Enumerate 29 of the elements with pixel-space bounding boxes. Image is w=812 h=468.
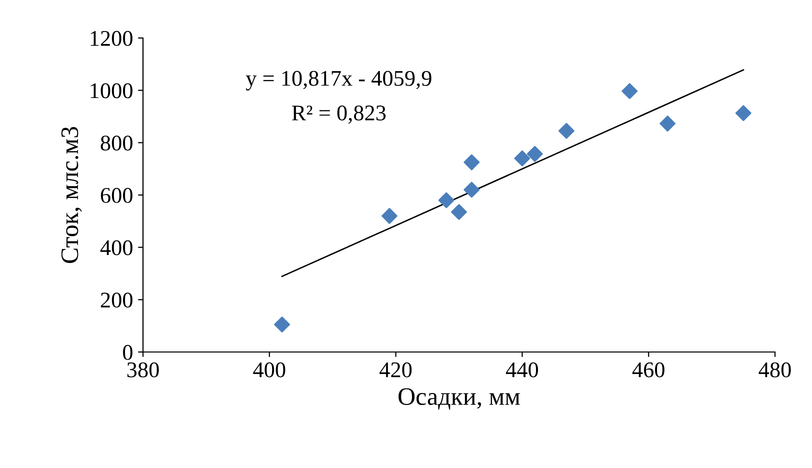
point xyxy=(464,182,480,198)
x-tick-label: 420 xyxy=(380,362,412,378)
y-axis-title: Сток, млс.м3 xyxy=(61,126,82,263)
x-tick-label: 480 xyxy=(758,362,791,378)
annotation: y = 10,817x - 4059,9 xyxy=(246,70,432,90)
y-tick-label: 1000 xyxy=(90,83,132,98)
y-tick-label: 200 xyxy=(100,292,132,308)
point xyxy=(526,146,543,162)
y-tick-label: 400 xyxy=(100,240,132,256)
point xyxy=(622,83,638,100)
y-tick-label: 1200 xyxy=(90,30,132,46)
x-tick-label: 460 xyxy=(632,362,664,378)
point xyxy=(514,150,530,166)
annotation: R² = 0,823 xyxy=(292,105,386,124)
y-tick-label: 600 xyxy=(100,188,132,203)
point xyxy=(735,105,752,122)
x-tick-label: 400 xyxy=(253,362,286,378)
x-tick-label: 440 xyxy=(506,362,538,378)
point xyxy=(274,316,290,333)
y-tick-label: 0 xyxy=(123,344,132,360)
point xyxy=(660,116,676,132)
x-axis-title: Осадки, мм xyxy=(398,388,520,410)
point xyxy=(464,154,480,170)
point xyxy=(451,204,467,220)
point xyxy=(558,122,574,139)
y-tick-label: 800 xyxy=(100,136,132,151)
x-tick-label: 380 xyxy=(127,362,159,378)
point xyxy=(382,208,398,224)
point xyxy=(438,192,454,208)
